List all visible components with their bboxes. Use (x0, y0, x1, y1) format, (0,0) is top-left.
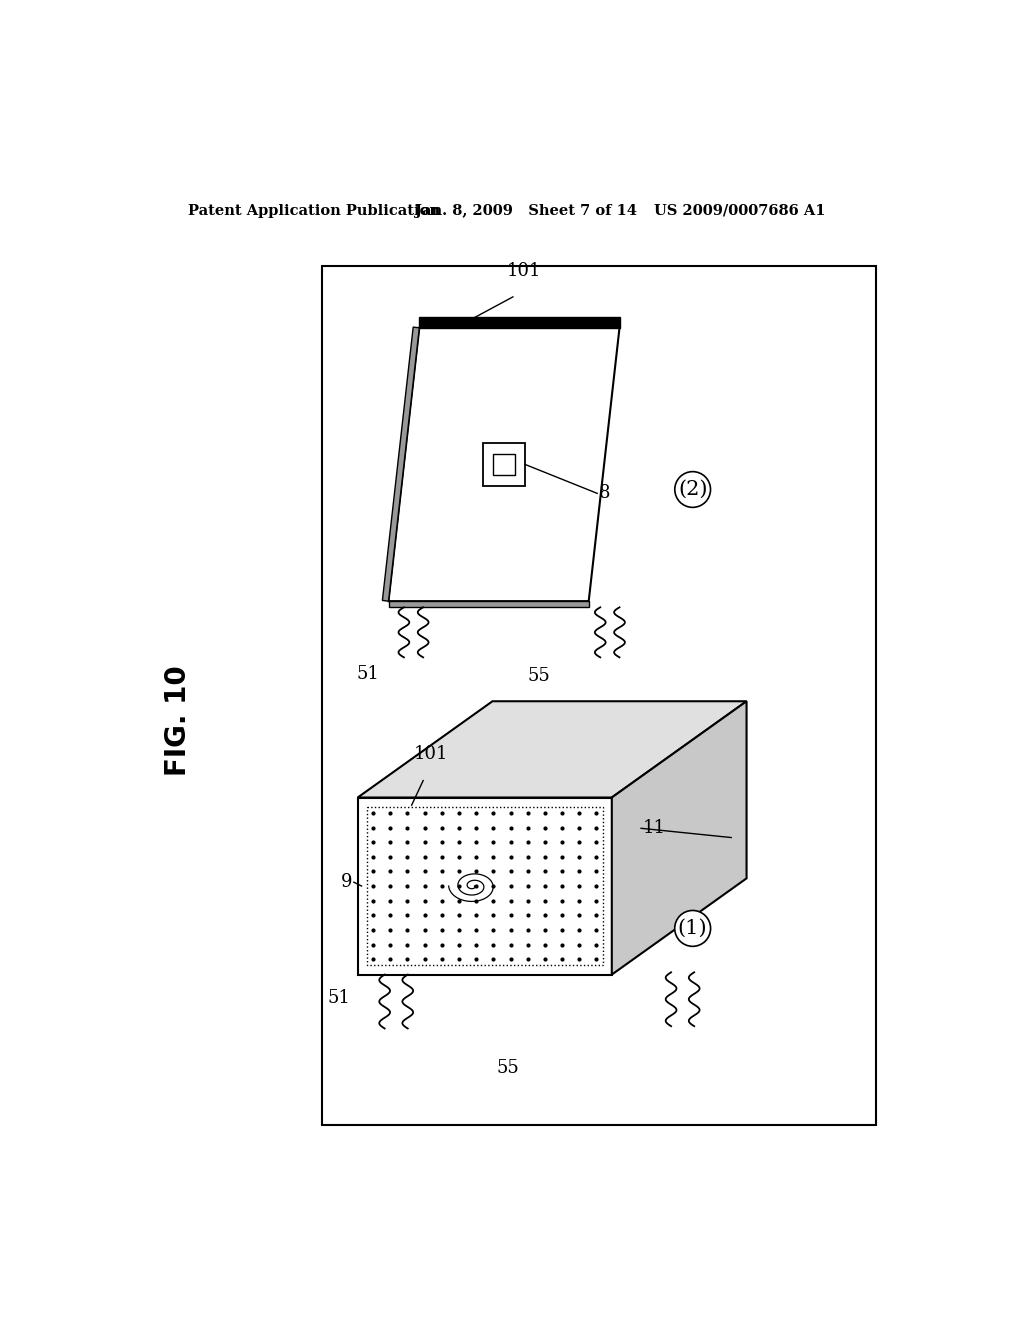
Text: 11: 11 (643, 820, 666, 837)
Polygon shape (357, 797, 611, 974)
Text: 51: 51 (356, 665, 379, 682)
Text: (2): (2) (678, 480, 708, 499)
Text: 51: 51 (327, 989, 350, 1007)
Text: (1): (1) (678, 919, 708, 939)
Polygon shape (419, 317, 620, 327)
Text: Patent Application Publication: Patent Application Publication (188, 203, 440, 218)
Bar (483, 444, 525, 486)
Text: 55: 55 (527, 667, 550, 685)
Text: 8: 8 (599, 484, 610, 503)
Polygon shape (382, 327, 419, 601)
Text: 101: 101 (506, 263, 541, 280)
Bar (322, 267, 876, 1125)
Text: Jan. 8, 2009   Sheet 7 of 14: Jan. 8, 2009 Sheet 7 of 14 (416, 203, 638, 218)
Polygon shape (357, 701, 746, 797)
Text: 55: 55 (497, 1059, 519, 1077)
Text: US 2009/0007686 A1: US 2009/0007686 A1 (654, 203, 825, 218)
Text: FIG. 10: FIG. 10 (164, 665, 193, 776)
Bar (367, 807, 602, 965)
Text: 9: 9 (341, 874, 352, 891)
Polygon shape (388, 601, 589, 607)
Bar (494, 454, 515, 475)
Text: 101: 101 (414, 744, 449, 763)
Polygon shape (611, 701, 746, 974)
Polygon shape (388, 327, 620, 601)
